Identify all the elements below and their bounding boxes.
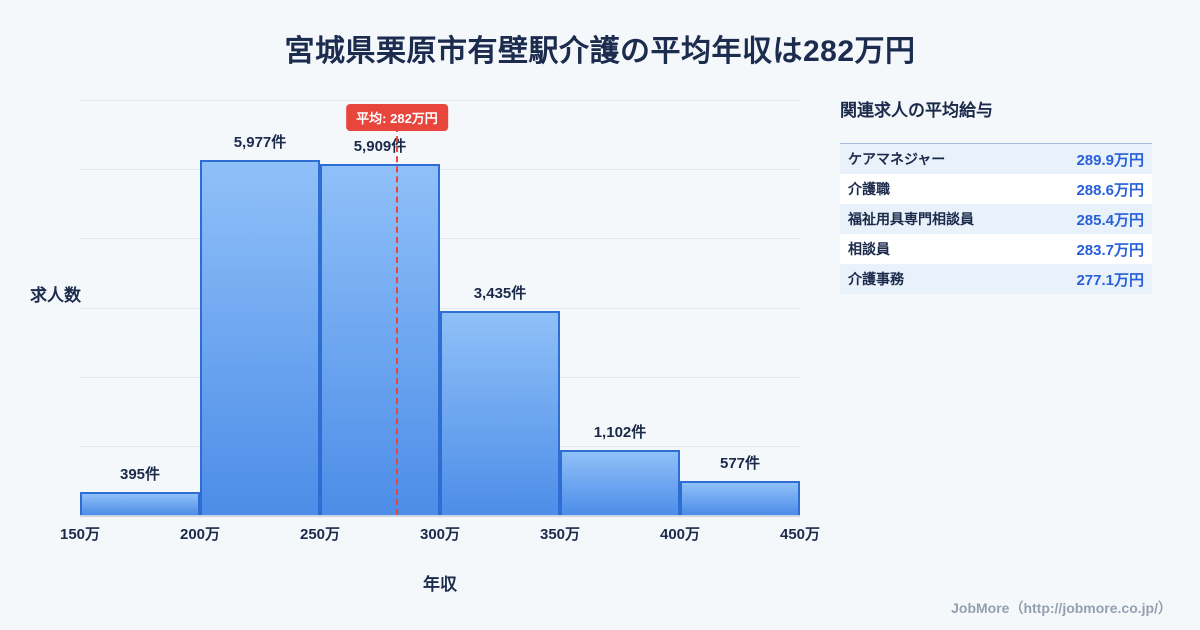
job-salary: 288.6万円 — [1076, 181, 1144, 199]
grid-line — [80, 308, 800, 309]
bar-value-label: 577件 — [719, 455, 761, 472]
histogram-bar — [320, 164, 440, 515]
page-title: 宮城県栗原市有壁駅介護の平均年収は282万円 — [284, 35, 916, 68]
job-title: 相談員 — [848, 241, 890, 257]
histogram-bar — [560, 450, 680, 515]
bar-value-label: 5,909件 — [353, 138, 407, 155]
x-axis-label: 年収 — [423, 575, 457, 594]
table-row: 福祉用具専門相談員 285.4万円 — [840, 204, 1152, 234]
x-tick-label: 300万 — [419, 526, 461, 543]
job-salary: 289.9万円 — [1076, 151, 1144, 169]
x-tick-label: 400万 — [659, 526, 701, 543]
bar-value-label: 3,435件 — [473, 285, 527, 302]
x-tick-label: 450万 — [779, 526, 821, 543]
table-row: 相談員 283.7万円 — [840, 234, 1152, 264]
histogram-bar — [440, 311, 560, 515]
job-title: 福祉用具専門相談員 — [848, 211, 974, 227]
histogram-bar — [680, 481, 800, 515]
job-title: ケアマネジャー — [848, 151, 946, 167]
job-title: 介護事務 — [848, 271, 904, 287]
grid-line — [80, 169, 800, 170]
table-row: ケアマネジャー 289.9万円 — [840, 144, 1152, 174]
table-row: 介護事務 277.1万円 — [840, 264, 1152, 294]
bar-value-label: 395件 — [119, 466, 161, 483]
job-salary: 277.1万円 — [1076, 271, 1144, 289]
related-jobs-table: ケアマネジャー 289.9万円介護職 288.6万円福祉用具専門相談員 285.4万円… — [840, 143, 1152, 294]
grid-line — [80, 238, 800, 239]
x-tick-label: 200万 — [179, 526, 221, 543]
footer-credit: JobMore（http://jobmore.co.jp/） — [951, 600, 1172, 616]
related-jobs-panel: 関連求人の平均給与 ケアマネジャー 289.9万円介護職 288.6万円福祉用具専門… — [840, 96, 1152, 294]
bar-value-label: 1,102件 — [593, 424, 647, 441]
x-tick-label: 150万 — [59, 526, 101, 543]
x-tick-label: 250万 — [299, 526, 341, 543]
plot-area: 395件 5,977件 5,909件 3,435件 1,102件 577件 平均: 282万… — [80, 100, 800, 517]
table-row: 介護職 288.6万円 — [840, 174, 1152, 204]
x-axis-ticks: 150万 200万 250万 300万 350万 400万 450万 — [60, 523, 820, 543]
job-salary: 283.7万円 — [1076, 241, 1144, 259]
histogram-bar — [80, 492, 200, 515]
job-title: 介護職 — [848, 181, 890, 197]
job-salary: 285.4万円 — [1076, 211, 1144, 229]
average-badge: 平均: 282万円 — [346, 104, 448, 131]
bar-value-label: 5,977件 — [233, 134, 287, 151]
x-tick-label: 350万 — [539, 526, 581, 543]
related-jobs-heading: 関連求人の平均給与 — [840, 101, 993, 120]
grid-line — [80, 100, 800, 101]
average-line — [396, 126, 398, 515]
y-axis-label: 求人数 — [30, 286, 81, 305]
histogram-bar — [200, 160, 320, 515]
